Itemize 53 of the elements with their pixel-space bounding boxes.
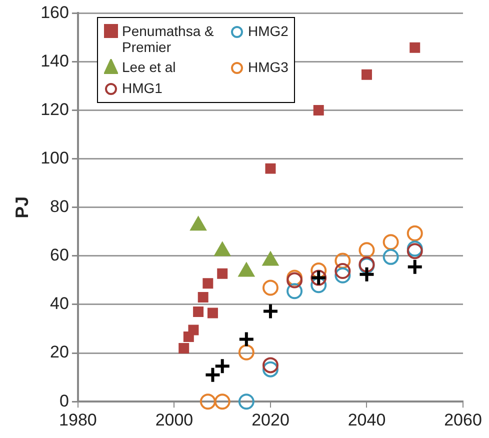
point [207, 308, 218, 318]
y-tick-label: 80 [50, 197, 69, 216]
legend-label: HMG2 [248, 23, 288, 39]
point [406, 225, 423, 242]
point [238, 394, 254, 410]
legend-label: Penumathsa & Premier [122, 23, 215, 55]
y-axis-title: PJ [12, 196, 32, 218]
x-tick-label: 2020 [252, 410, 290, 430]
point [334, 267, 351, 284]
point [358, 242, 375, 258]
point [410, 42, 420, 53]
point [310, 277, 327, 294]
point [334, 252, 351, 269]
point [334, 263, 351, 279]
x-tick-label: 1980 [59, 410, 97, 430]
point [406, 258, 424, 276]
x-tick-label: 2060 [444, 410, 482, 430]
point [362, 69, 372, 80]
point [382, 248, 399, 265]
point [198, 292, 208, 302]
point [238, 330, 255, 348]
point [217, 268, 228, 279]
y-tick-label: 100 [40, 148, 69, 168]
y-tick-label: 120 [40, 100, 69, 119]
point [262, 302, 279, 320]
point [200, 394, 216, 410]
point [188, 324, 199, 336]
point [238, 344, 254, 360]
y-tick-label: 20 [50, 342, 69, 362]
x-tick-label: 2000 [155, 410, 194, 430]
point [382, 234, 399, 250]
y-tick-label: 40 [50, 294, 69, 314]
point [286, 283, 303, 300]
point [204, 366, 222, 384]
point [313, 105, 324, 116]
y-tick-label: 160 [40, 2, 69, 22]
point [262, 357, 278, 374]
legend-label: HMG3 [248, 59, 288, 75]
point [214, 358, 231, 375]
point [214, 394, 230, 410]
point [178, 342, 190, 354]
legend-label: HMG1 [122, 80, 162, 96]
point [262, 280, 278, 296]
legend-label: Lee et al [122, 59, 176, 75]
y-tick-label: 0 [59, 391, 69, 410]
point [358, 266, 376, 283]
y-tick-label: 60 [50, 246, 69, 265]
point [193, 306, 204, 318]
x-tick-label: 2040 [348, 410, 386, 430]
point [262, 361, 278, 378]
point [202, 278, 214, 289]
y-tick-label: 140 [40, 51, 69, 70]
point [265, 163, 276, 174]
